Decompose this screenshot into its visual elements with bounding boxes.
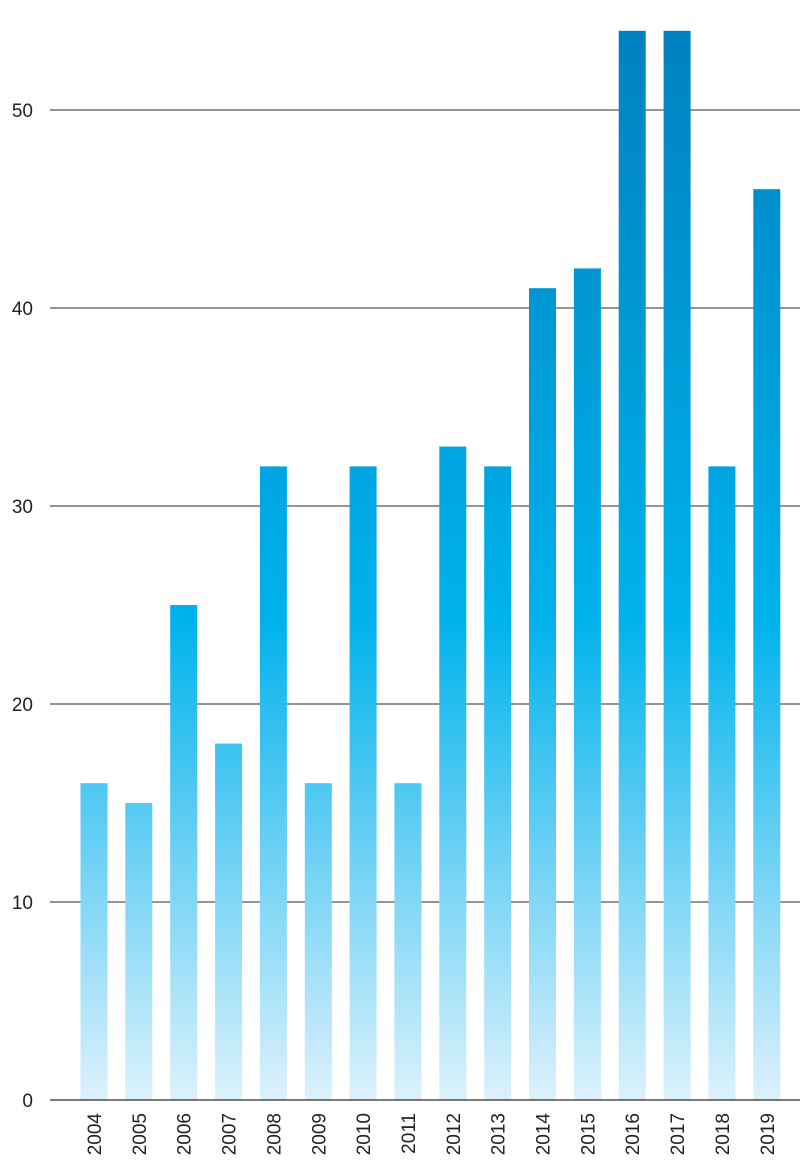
x-tick-label: 2013 [489, 1113, 510, 1155]
bar-2015 [573, 268, 601, 1100]
bar-2006 [170, 605, 198, 1100]
x-tick-label: 2008 [264, 1113, 285, 1155]
bar-2014 [529, 288, 556, 1100]
y-tick-label: 40 [12, 299, 33, 320]
x-axis-ticks: 2004 2005 2006 2007 2008 2009 2010 2011 2012 2013… [85, 1113, 779, 1156]
bar-2009 [304, 783, 332, 1100]
x-tick-label: 2005 [130, 1113, 151, 1155]
y-tick-label: 10 [12, 893, 33, 914]
y-tick-label: 0 [22, 1091, 33, 1112]
bar-2011 [394, 783, 422, 1100]
bar-2019 [753, 189, 781, 1100]
bars [80, 30, 781, 1101]
x-tick-label: 2012 [444, 1113, 465, 1155]
y-tick-label: 30 [12, 497, 33, 518]
x-tick-label: 2006 [175, 1113, 196, 1155]
bar-2008 [259, 466, 287, 1100]
x-tick-label: 2009 [309, 1113, 330, 1155]
x-tick-label: 2019 [758, 1113, 779, 1155]
bar-2010 [349, 466, 377, 1100]
y-tick-label: 50 [12, 101, 33, 122]
x-tick-label: 2010 [354, 1113, 375, 1155]
bar-2016 [618, 30, 646, 1100]
x-tick-label: 2015 [578, 1113, 599, 1155]
bar-2018 [708, 466, 736, 1100]
x-tick-label: 2004 [85, 1113, 106, 1156]
x-tick-label: 2011 [399, 1113, 420, 1154]
y-tick-label: 20 [12, 695, 33, 716]
bar-2005 [125, 803, 153, 1100]
y-axis-ticks: 0 10 20 30 40 50 [12, 101, 33, 1112]
x-tick-label: 2014 [534, 1113, 555, 1156]
x-tick-label: 2016 [623, 1113, 644, 1155]
bar-2007 [215, 743, 243, 1100]
bar-2017 [663, 30, 691, 1100]
bar-2013 [484, 466, 512, 1100]
bar-2012 [439, 446, 467, 1101]
x-tick-label: 2017 [668, 1113, 689, 1155]
x-tick-label: 2007 [220, 1113, 241, 1155]
bar-2004 [80, 783, 108, 1100]
x-tick-label: 2018 [713, 1113, 734, 1155]
